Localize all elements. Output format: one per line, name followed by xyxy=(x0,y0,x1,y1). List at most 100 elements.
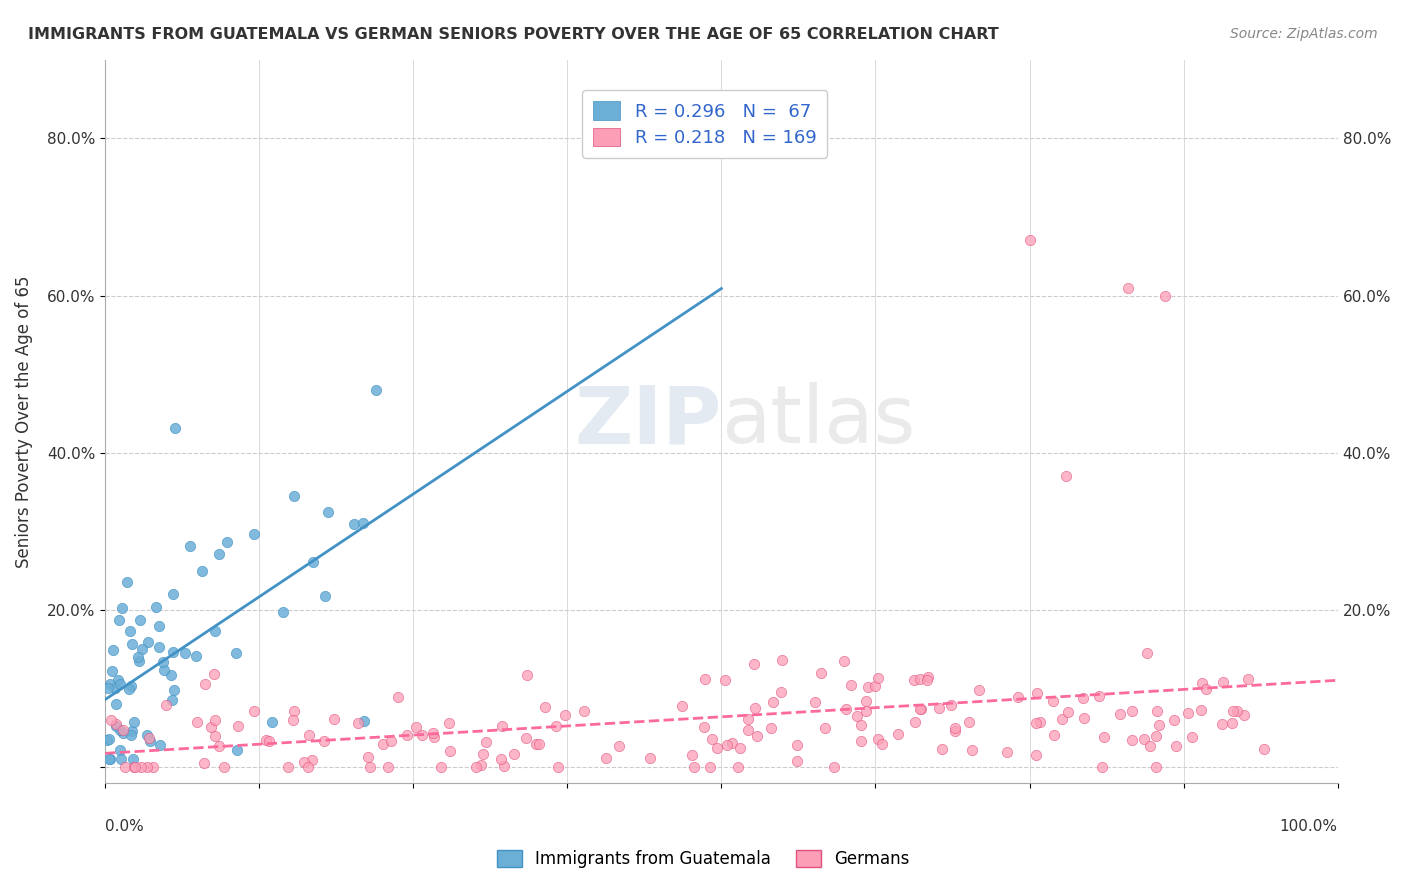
Point xyxy=(908,702,931,716)
Point xyxy=(204,624,226,639)
Point xyxy=(108,723,131,737)
Point xyxy=(271,605,294,619)
Point xyxy=(97,681,120,695)
Point xyxy=(700,732,723,747)
Point xyxy=(855,694,877,708)
Point xyxy=(98,677,121,691)
Point xyxy=(148,640,170,654)
Point xyxy=(429,759,451,773)
Point xyxy=(283,489,305,503)
Point xyxy=(283,704,305,718)
Point xyxy=(475,735,498,749)
Point xyxy=(217,535,239,549)
Legend: R = 0.296   N =  67, R = 0.218   N = 169: R = 0.296 N = 67, R = 0.218 N = 169 xyxy=(582,90,828,158)
Point xyxy=(396,728,419,742)
Point xyxy=(301,554,323,568)
Point xyxy=(910,702,932,716)
Point xyxy=(1073,711,1095,725)
Point xyxy=(1166,739,1188,753)
Point xyxy=(439,744,461,758)
Point xyxy=(129,759,152,773)
Point xyxy=(1018,234,1040,248)
Point xyxy=(939,698,962,713)
Point xyxy=(121,723,143,738)
Point xyxy=(194,677,217,691)
Point xyxy=(1177,706,1199,721)
Point xyxy=(155,698,177,713)
Point xyxy=(357,749,380,764)
Point xyxy=(489,752,512,766)
Point xyxy=(770,653,793,667)
Point xyxy=(1042,728,1064,742)
Point xyxy=(101,642,124,657)
Point xyxy=(855,704,877,718)
Point xyxy=(316,505,339,519)
Point xyxy=(202,667,225,681)
Point xyxy=(120,727,142,741)
Point xyxy=(943,724,966,739)
Point xyxy=(165,421,187,435)
Point xyxy=(292,755,315,769)
Point xyxy=(437,716,460,731)
Point xyxy=(786,738,808,752)
Point xyxy=(682,759,704,773)
Point xyxy=(422,726,444,740)
Point xyxy=(110,677,132,691)
Point xyxy=(903,673,925,688)
Point xyxy=(108,613,131,627)
Point xyxy=(212,759,235,773)
Point xyxy=(108,743,131,757)
Point xyxy=(97,731,120,746)
Point xyxy=(312,733,335,747)
Point xyxy=(243,526,266,541)
Point xyxy=(128,654,150,668)
Point xyxy=(524,737,547,751)
Point xyxy=(823,759,845,773)
Point xyxy=(423,730,446,744)
Point xyxy=(845,708,868,723)
Point xyxy=(114,759,136,773)
Point xyxy=(1121,732,1143,747)
Point xyxy=(1057,705,1080,719)
Point xyxy=(352,516,374,530)
Point xyxy=(699,759,721,773)
Point xyxy=(1071,690,1094,705)
Point xyxy=(359,759,381,773)
Point xyxy=(152,663,174,677)
Point xyxy=(868,671,890,685)
Point xyxy=(148,618,170,632)
Point xyxy=(943,722,966,736)
Text: ZIP: ZIP xyxy=(574,383,721,460)
Point xyxy=(208,739,231,754)
Point xyxy=(1056,469,1078,483)
Point xyxy=(870,737,893,751)
Point xyxy=(104,681,127,695)
Point xyxy=(160,668,183,682)
Point xyxy=(105,718,128,732)
Point xyxy=(1211,716,1233,731)
Point xyxy=(1116,280,1139,294)
Point xyxy=(1050,712,1073,726)
Point xyxy=(163,682,186,697)
Point xyxy=(204,729,226,743)
Point xyxy=(1163,713,1185,727)
Point xyxy=(117,575,139,590)
Point xyxy=(681,747,703,762)
Text: Source: ZipAtlas.com: Source: ZipAtlas.com xyxy=(1230,27,1378,41)
Point xyxy=(706,741,728,756)
Point xyxy=(1025,747,1047,762)
Point xyxy=(849,733,872,747)
Point xyxy=(595,751,617,765)
Point xyxy=(607,739,630,754)
Point xyxy=(810,665,832,680)
Point xyxy=(118,624,141,639)
Point xyxy=(693,720,716,734)
Text: atlas: atlas xyxy=(721,383,915,460)
Point xyxy=(737,723,759,737)
Point xyxy=(186,715,208,730)
Point xyxy=(100,713,122,727)
Point xyxy=(283,714,305,728)
Point xyxy=(721,736,744,750)
Point xyxy=(915,673,938,687)
Point xyxy=(314,589,336,603)
